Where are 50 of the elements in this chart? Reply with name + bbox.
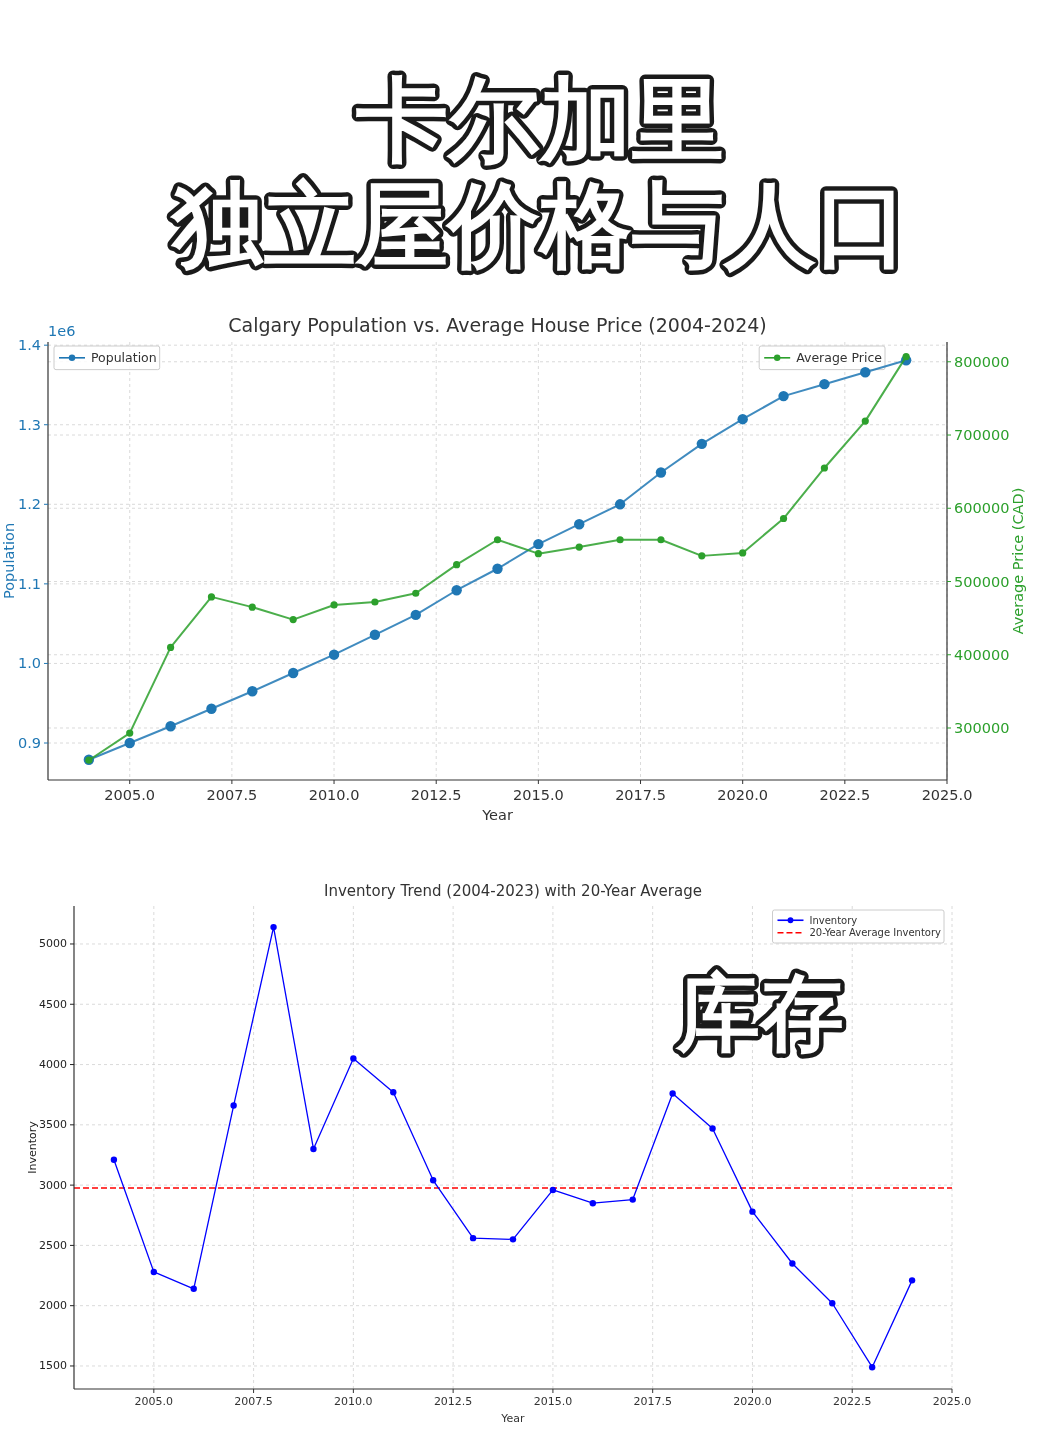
x-tick-label: 2022.5 bbox=[832, 1395, 872, 1408]
x-tick-label: 2015.0 bbox=[512, 786, 564, 803]
y2-tick-label: 500000 bbox=[954, 573, 1010, 590]
text: 1e6 bbox=[48, 323, 76, 339]
legend-label: Average Price bbox=[796, 350, 883, 366]
y-tick-label: 4500 bbox=[39, 997, 67, 1011]
legend-label: 20-Year Average Inventory bbox=[809, 927, 942, 939]
y2-tick-label: 800000 bbox=[954, 353, 1010, 370]
y2-tick-label: 700000 bbox=[954, 427, 1010, 444]
y-tick-label: 1500 bbox=[39, 1359, 67, 1373]
y-tick-label: 1.1 bbox=[17, 575, 41, 592]
y2-tick-label: 600000 bbox=[954, 500, 1010, 517]
y-tick-label: 1.2 bbox=[17, 496, 41, 513]
x-tick-label: 2010.0 bbox=[334, 1395, 373, 1408]
x-tick-label: 2025.0 bbox=[932, 1395, 972, 1408]
x-tick-label: 2012.5 bbox=[410, 786, 462, 803]
chart-title: Inventory Trend (2004-2023) with 20-Year Average bbox=[324, 882, 702, 900]
x-tick-label: 2010.0 bbox=[308, 786, 360, 803]
x-tick-label: 2022.5 bbox=[819, 786, 871, 803]
x-tick-label: 2025.0 bbox=[921, 786, 973, 803]
y-axis-title: Inventory bbox=[26, 1120, 39, 1174]
x-tick-label: 2017.5 bbox=[633, 1395, 672, 1408]
y-tick-label: 4000 bbox=[39, 1058, 67, 1072]
x-tick-label: 2005.0 bbox=[134, 1395, 174, 1408]
y-tick-label: 2500 bbox=[39, 1238, 67, 1252]
x-tick-label: 2020.0 bbox=[733, 1395, 772, 1408]
y-tick-label: 5000 bbox=[39, 937, 67, 951]
y-tick-label: 2000 bbox=[39, 1299, 67, 1313]
x-tick-label: 2007.5 bbox=[206, 786, 258, 803]
y-tick-label: 0.9 bbox=[17, 735, 41, 751]
legend-label: Population bbox=[91, 350, 157, 366]
y-axis-title: Population bbox=[1, 522, 17, 600]
y-tick-label: 1.4 bbox=[17, 337, 41, 354]
y2-tick-label: 400000 bbox=[954, 646, 1010, 663]
x-tick-label: 2007.5 bbox=[234, 1395, 273, 1408]
x-tick-label: 2012.5 bbox=[433, 1395, 473, 1408]
legend-label: Inventory bbox=[809, 914, 858, 926]
y-tick-label: 1.3 bbox=[17, 416, 41, 433]
x-tick-label: 2015.0 bbox=[533, 1395, 573, 1408]
y-tick-label: 3000 bbox=[39, 1178, 67, 1192]
x-tick-label: 2020.0 bbox=[717, 786, 769, 803]
y-tick-label: 1.0 bbox=[17, 655, 41, 672]
y-tick-label: 3500 bbox=[39, 1118, 67, 1132]
x-axis-title: Year bbox=[481, 807, 513, 823]
x-tick-label: 2005.0 bbox=[104, 786, 156, 803]
y2-tick-label: 300000 bbox=[954, 720, 1010, 736]
x-tick-label: 2017.5 bbox=[615, 786, 666, 803]
chart-title: Calgary Population vs. Average House Price (2004-2024) bbox=[228, 314, 767, 336]
y2-axis-title: Average Price (CAD) bbox=[1010, 487, 1026, 635]
x-axis-title: Year bbox=[500, 1412, 526, 1425]
